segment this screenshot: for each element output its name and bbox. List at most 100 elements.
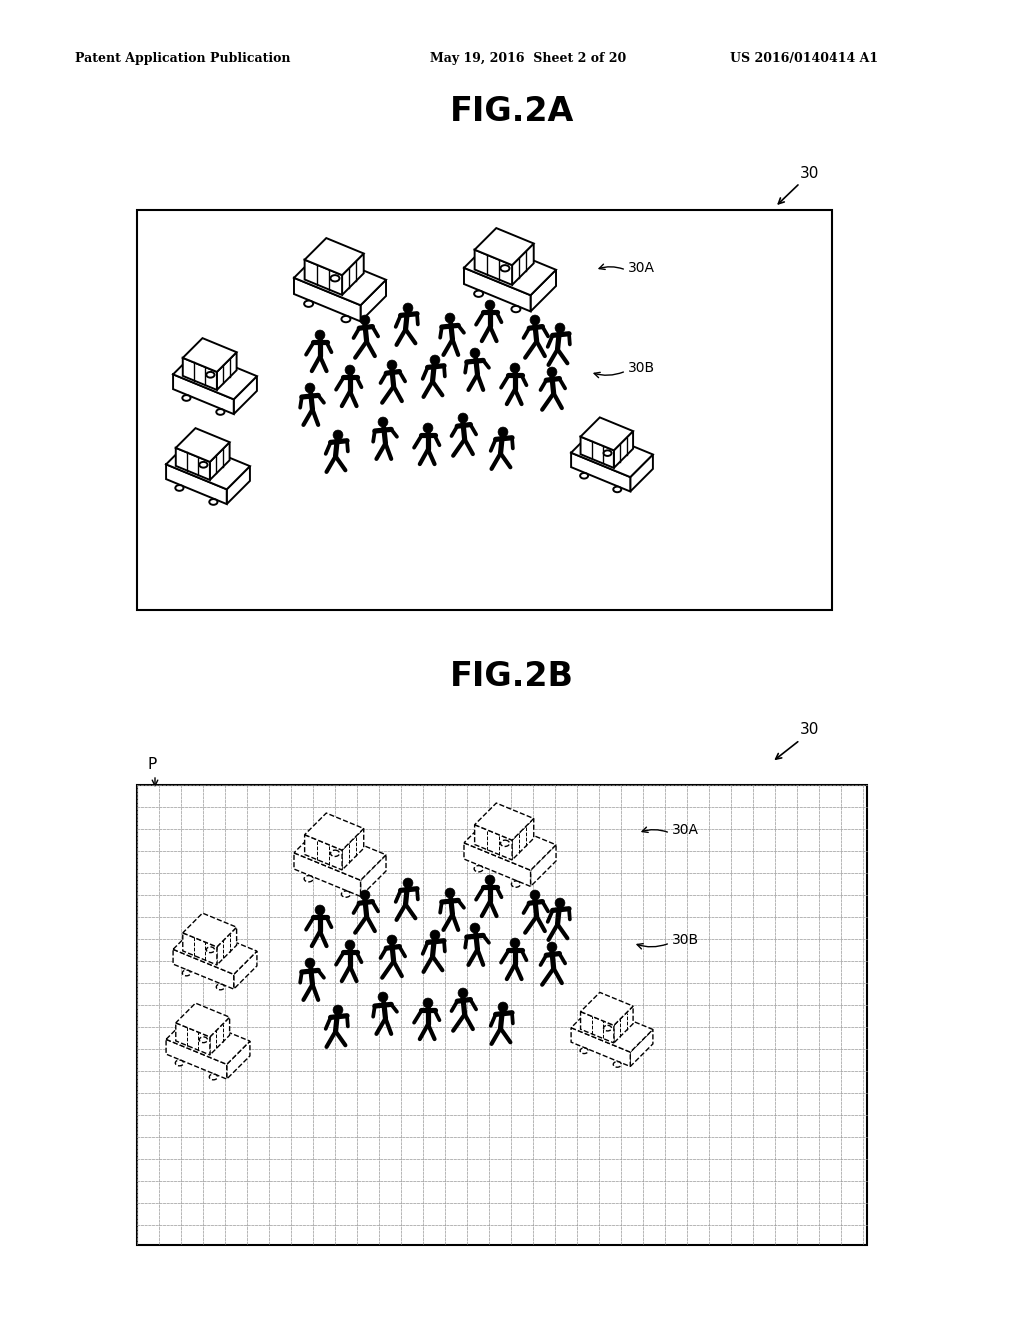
Circle shape xyxy=(430,355,440,364)
Polygon shape xyxy=(464,268,530,312)
Polygon shape xyxy=(226,1041,250,1078)
Polygon shape xyxy=(294,252,386,305)
Ellipse shape xyxy=(331,850,340,857)
Ellipse shape xyxy=(501,265,510,272)
Ellipse shape xyxy=(331,275,340,281)
Ellipse shape xyxy=(175,484,183,491)
Circle shape xyxy=(378,993,388,1002)
Ellipse shape xyxy=(216,985,224,990)
Polygon shape xyxy=(530,845,556,887)
Circle shape xyxy=(333,430,343,440)
Polygon shape xyxy=(464,843,530,887)
Circle shape xyxy=(498,428,508,437)
Polygon shape xyxy=(173,375,233,414)
Ellipse shape xyxy=(511,880,520,887)
Circle shape xyxy=(555,898,565,908)
Circle shape xyxy=(387,935,397,945)
Polygon shape xyxy=(182,338,237,372)
Polygon shape xyxy=(464,243,556,296)
Polygon shape xyxy=(571,1005,653,1052)
Polygon shape xyxy=(571,453,631,491)
Ellipse shape xyxy=(304,301,313,306)
Polygon shape xyxy=(571,430,653,477)
Polygon shape xyxy=(210,1018,229,1055)
Polygon shape xyxy=(294,277,360,322)
Polygon shape xyxy=(631,454,653,491)
Ellipse shape xyxy=(603,1026,611,1031)
Ellipse shape xyxy=(182,970,190,975)
Circle shape xyxy=(510,363,520,374)
Polygon shape xyxy=(475,825,512,859)
Text: 30: 30 xyxy=(800,722,819,738)
Circle shape xyxy=(378,417,388,426)
Text: 30A: 30A xyxy=(672,822,699,837)
Ellipse shape xyxy=(175,1060,183,1065)
Circle shape xyxy=(530,315,540,325)
Polygon shape xyxy=(176,1023,210,1055)
Circle shape xyxy=(510,939,520,948)
Text: US 2016/0140414 A1: US 2016/0140414 A1 xyxy=(730,51,879,65)
Circle shape xyxy=(345,940,355,950)
Circle shape xyxy=(547,942,557,952)
Circle shape xyxy=(315,330,325,341)
Polygon shape xyxy=(304,813,364,850)
Polygon shape xyxy=(294,828,386,880)
Circle shape xyxy=(445,313,455,323)
Bar xyxy=(137,210,831,610)
Polygon shape xyxy=(360,855,386,896)
Polygon shape xyxy=(217,927,237,965)
Text: 30: 30 xyxy=(800,165,819,181)
Polygon shape xyxy=(304,260,342,294)
Ellipse shape xyxy=(474,290,483,297)
Circle shape xyxy=(485,875,495,884)
Circle shape xyxy=(547,367,557,378)
Circle shape xyxy=(470,923,480,933)
Text: May 19, 2016  Sheet 2 of 20: May 19, 2016 Sheet 2 of 20 xyxy=(430,51,627,65)
Polygon shape xyxy=(342,829,364,870)
Polygon shape xyxy=(571,1028,631,1067)
Ellipse shape xyxy=(581,1048,588,1053)
Ellipse shape xyxy=(474,866,483,873)
Ellipse shape xyxy=(613,487,622,492)
Polygon shape xyxy=(581,993,633,1026)
Circle shape xyxy=(315,906,325,915)
Ellipse shape xyxy=(341,891,350,898)
Polygon shape xyxy=(166,1039,226,1078)
Ellipse shape xyxy=(209,1074,217,1080)
Polygon shape xyxy=(360,280,386,322)
Polygon shape xyxy=(613,432,633,467)
Polygon shape xyxy=(233,376,257,414)
Polygon shape xyxy=(512,243,534,285)
Polygon shape xyxy=(233,952,257,989)
Circle shape xyxy=(555,323,565,333)
Circle shape xyxy=(305,958,315,968)
Polygon shape xyxy=(581,417,633,450)
Polygon shape xyxy=(294,853,360,896)
Text: FIG.2A: FIG.2A xyxy=(450,95,574,128)
Circle shape xyxy=(423,998,433,1008)
Text: P: P xyxy=(147,756,157,772)
Ellipse shape xyxy=(304,875,313,882)
Circle shape xyxy=(498,1002,508,1012)
Circle shape xyxy=(470,348,480,358)
Text: 30B: 30B xyxy=(672,933,699,946)
Polygon shape xyxy=(173,351,257,400)
Circle shape xyxy=(345,366,355,375)
Circle shape xyxy=(387,360,397,370)
Text: Patent Application Publication: Patent Application Publication xyxy=(75,51,291,65)
Polygon shape xyxy=(226,466,250,504)
Circle shape xyxy=(333,1005,343,1015)
Polygon shape xyxy=(182,933,217,965)
Ellipse shape xyxy=(341,315,350,322)
Polygon shape xyxy=(581,1011,613,1043)
Circle shape xyxy=(485,300,495,310)
Polygon shape xyxy=(173,949,233,989)
Text: 30A: 30A xyxy=(628,261,655,275)
Circle shape xyxy=(530,890,540,900)
Polygon shape xyxy=(530,269,556,312)
Ellipse shape xyxy=(209,499,217,504)
Polygon shape xyxy=(166,465,226,504)
Circle shape xyxy=(403,304,413,313)
Circle shape xyxy=(423,424,433,433)
Circle shape xyxy=(403,878,413,888)
